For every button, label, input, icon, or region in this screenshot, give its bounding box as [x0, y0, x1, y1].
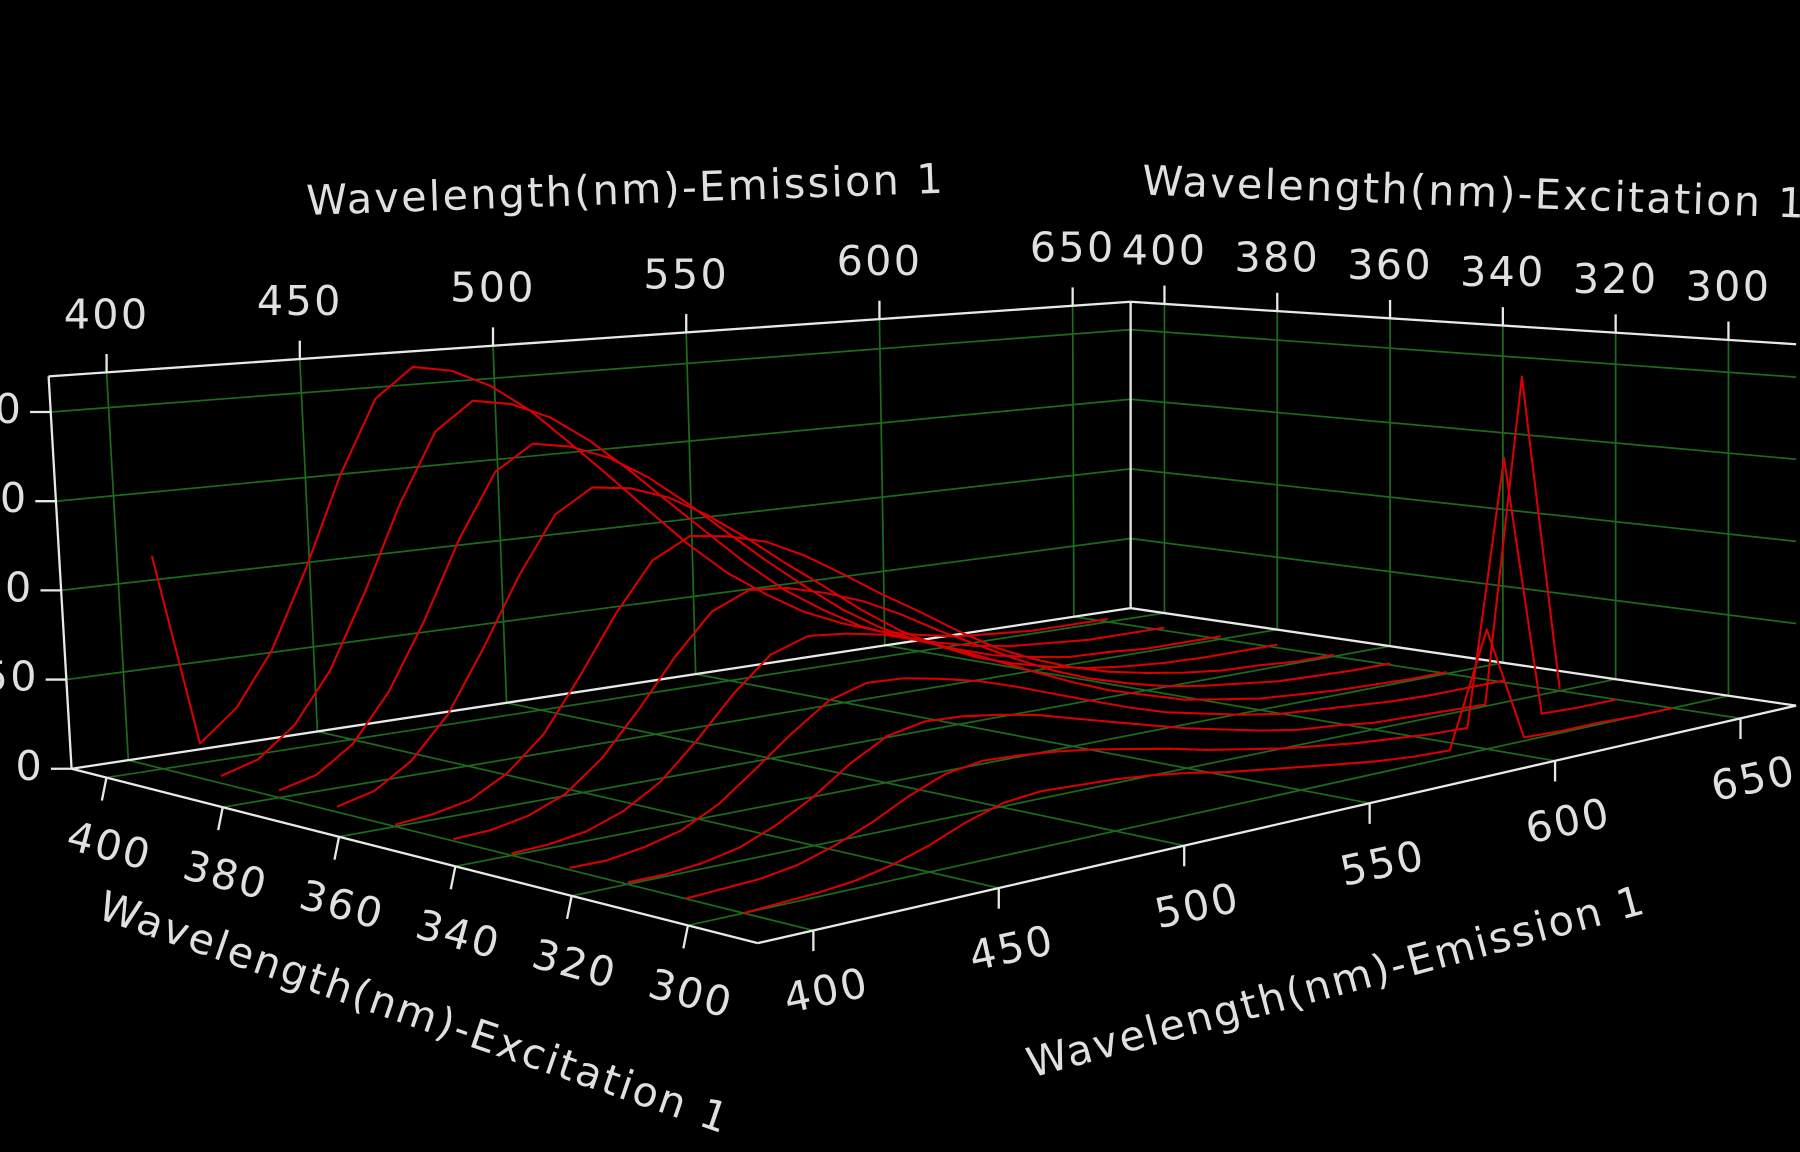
data-layer [150, 365, 1673, 915]
y-tick-label: 340 [411, 900, 506, 969]
x-tick-label: 400 [64, 290, 150, 338]
y-axis-title-back: Wavelength(nm)-Excitation 1 [1141, 157, 1800, 228]
grid-line [317, 730, 999, 889]
text-layer: Wavelength(nm)-Emission 1 Wavelength(nm)… [0, 155, 1800, 1144]
grid-line [50, 328, 1131, 413]
grid-line [105, 372, 130, 761]
grid-line [298, 358, 319, 732]
spectrum [453, 586, 1391, 841]
spectrum [569, 677, 1504, 869]
y-tick-label: 300 [643, 959, 738, 1028]
grid-line [338, 645, 1391, 838]
spectrum-line [511, 632, 1447, 855]
tick-mark [565, 895, 573, 920]
tick-mark [100, 777, 108, 801]
grid-line [1130, 328, 1797, 378]
spectrum-line [150, 365, 1108, 745]
z-tick-label: 200 [0, 385, 23, 433]
axis-line [1130, 606, 1797, 707]
spectrum-line [220, 399, 1165, 778]
x-tick-label: 600 [1521, 789, 1615, 854]
tick-mark [682, 925, 690, 949]
axis-line [47, 376, 73, 769]
x-tick-label: 600 [837, 237, 923, 285]
x-tick-label: 500 [450, 264, 536, 312]
grid-line [222, 628, 1278, 809]
z-tick-label: 0 [15, 742, 44, 790]
spectrum-line [569, 677, 1504, 869]
y-tick-label: 400 [1122, 226, 1208, 274]
x-axis-title-front: Wavelength(nm)-Emission 1 [1022, 876, 1652, 1088]
spectrum [511, 632, 1447, 855]
y-tick-label: 380 [1234, 234, 1320, 282]
x-tick-label: 650 [1030, 224, 1116, 272]
y-tick-label: 320 [1573, 255, 1659, 303]
grid-line [61, 468, 1131, 592]
spectrum-line [336, 486, 1278, 808]
spectrum-line [743, 628, 1673, 915]
spectrum-line [685, 456, 1617, 900]
grid-line [687, 694, 1729, 927]
grid-line [1130, 398, 1797, 461]
axis-line [1130, 300, 1797, 346]
y-tick-label: 320 [527, 930, 622, 999]
y-tick-label: 400 [62, 812, 157, 881]
grid-line [685, 332, 697, 675]
spectrum [220, 399, 1165, 778]
spectrum-line [278, 442, 1221, 792]
spectrum [150, 365, 1108, 745]
y-tick-label: 300 [1686, 262, 1772, 310]
y-tick-label: 380 [178, 841, 273, 910]
spectrum [627, 375, 1561, 884]
grid-line [506, 701, 1185, 847]
grid-line [1130, 537, 1797, 625]
grid-line [455, 661, 1504, 868]
grid-line [1073, 615, 1741, 720]
grid-line [492, 345, 508, 703]
axis-line [71, 767, 759, 945]
axis-line [71, 606, 1131, 770]
spectrum-line [453, 586, 1391, 841]
y-tick-label: 340 [1460, 248, 1546, 296]
grid-line [884, 644, 1556, 762]
tick-mark [333, 836, 341, 860]
x-tick-label: 500 [1150, 873, 1244, 938]
x-axis-title-top: Wavelength(nm)-Emission 1 [306, 155, 946, 225]
x-tick-label: 450 [257, 277, 343, 325]
spectrum [336, 486, 1278, 808]
z-tick-label: 100 [0, 563, 34, 611]
spectrum-line [394, 535, 1334, 826]
spectrum-line [627, 375, 1561, 884]
grid-line [66, 537, 1131, 681]
z-tick-label: 50 [0, 653, 39, 701]
y-tick-label: 360 [295, 871, 390, 940]
spectrum [743, 628, 1673, 915]
axes-layer [30, 285, 1797, 952]
axis-line [757, 704, 1797, 945]
grid-line [55, 398, 1131, 503]
x-tick-label: 550 [643, 250, 729, 298]
grid-line [571, 678, 1616, 897]
spectrum [394, 535, 1334, 826]
x-tick-label: 550 [1336, 831, 1430, 896]
grid-line [128, 759, 814, 932]
grid-line [1071, 305, 1075, 617]
tick-mark [217, 806, 224, 831]
axis-line [48, 300, 1131, 378]
grid-line [878, 319, 886, 646]
y-tick-label: 360 [1347, 241, 1433, 289]
spectrum [685, 456, 1617, 900]
x-tick-label: 400 [780, 958, 874, 1023]
z-tick-label: 150 [0, 474, 28, 522]
grid-line [1130, 468, 1797, 543]
grid-line [106, 612, 1165, 779]
spectrum [278, 442, 1221, 792]
y-axis-title-front: Wavelength(nm)-Excitation 1 [93, 882, 737, 1144]
x-tick-label: 450 [965, 916, 1059, 981]
tick-mark [449, 866, 457, 890]
grid-line [695, 673, 1370, 805]
x-tick-label: 650 [1707, 746, 1800, 811]
